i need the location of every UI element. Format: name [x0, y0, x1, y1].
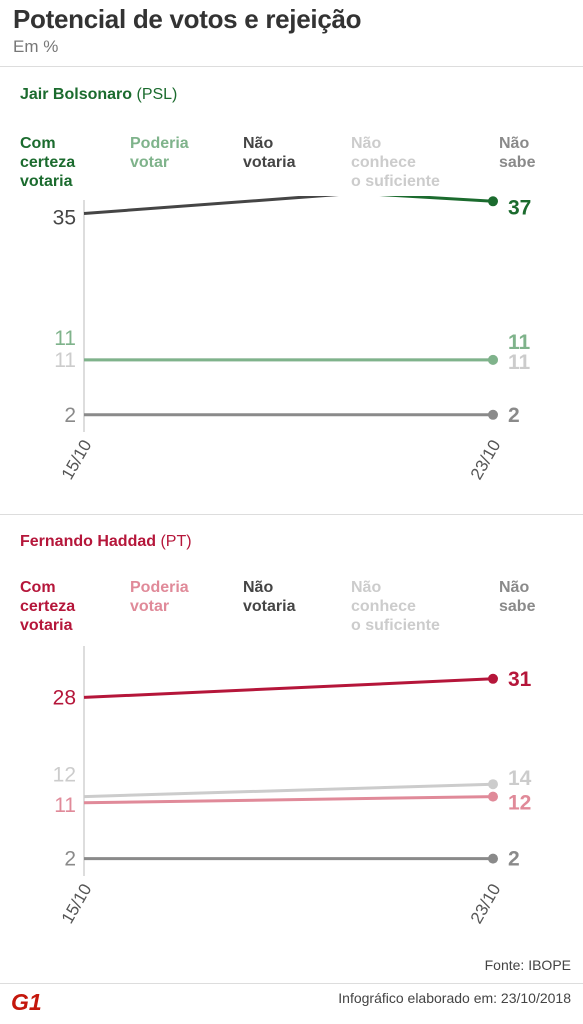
start-value-label-nao_conhece: 11: [54, 349, 76, 372]
legend-poderia-votar: Poderia votar: [130, 579, 189, 615]
g1-logo: G1: [11, 989, 42, 1014]
series-line-nao_votaria: [83, 196, 339, 215]
end-point-certeza: [488, 196, 498, 207]
end-value-label-nao_conhece: 14: [508, 767, 532, 790]
end-value-label-nao_sabe: 2: [508, 404, 520, 427]
haddad-party: (PT): [160, 533, 192, 550]
header-divider: [0, 66, 583, 67]
source-note: Fonte: IBOPE: [484, 957, 571, 973]
legend-nao-sabe: Não sabe: [499, 135, 536, 171]
haddad-candidate-name: Fernando Haddad: [20, 533, 157, 550]
series-line-certeza: [378, 196, 494, 203]
panel-divider: [0, 514, 583, 515]
legend-nao-conhece: Não conhece o suficiente: [351, 135, 440, 190]
end-point-nao_conhece: [488, 779, 498, 790]
end-value-label-poderia: 12: [508, 792, 531, 815]
legend-nao-votaria: Não votaria: [243, 579, 296, 615]
x-tick-label-end: 23/10: [467, 437, 505, 483]
start-value-label-poderia: 11: [54, 794, 76, 817]
legend-nao-conhece: Não conhece o suficiente: [351, 579, 440, 634]
end-point-certeza: [488, 673, 498, 684]
end-value-label-certeza: 31: [508, 668, 532, 691]
x-tick-label-start: 15/10: [58, 437, 96, 483]
start-value-label-poderia: 11: [54, 327, 76, 350]
x-tick-label-end: 23/10: [467, 881, 505, 927]
end-point-nao_sabe: [488, 409, 498, 420]
end-point-nao_sabe: [488, 853, 498, 864]
start-value-label-nao_votaria: 35: [53, 207, 76, 230]
legend-com-certeza-votaria: Com certeza votaria: [20, 579, 76, 634]
end-value-label-nao_conhece: 11: [508, 351, 531, 374]
g1-logo-text: G1: [11, 989, 42, 1014]
start-value-label-nao_conhece: 12: [53, 764, 76, 787]
series-line-certeza: [83, 677, 494, 699]
page-title: Potencial de votos e rejeição: [13, 4, 362, 34]
start-value-label-nao_sabe: 2: [64, 404, 76, 427]
start-value-label-certeza: 28: [53, 686, 76, 709]
infographic-credit: Infográfico elaborado em: 23/10/2018: [338, 990, 571, 1006]
legend-nao-sabe: Não sabe: [499, 579, 536, 615]
end-value-label-certeza: 37: [508, 196, 531, 219]
bolsonaro-candidate-label: Jair Bolsonaro (PSL): [20, 86, 177, 104]
start-value-label-nao_sabe: 2: [64, 848, 76, 871]
legend-com-certeza-votaria: Com certeza votaria: [20, 135, 76, 190]
haddad-legend: Com certeza votaria Poderia votar Não vo…: [0, 578, 583, 648]
x-tick-label-start: 15/10: [58, 881, 96, 927]
series-line-poderia: [83, 795, 494, 805]
end-point-poderia: [488, 791, 498, 802]
legend-poderia-votar: Poderia votar: [130, 135, 189, 171]
series-line-nao_conhece: [83, 782, 494, 799]
footer-divider: [0, 983, 583, 984]
bolsonaro-legend: Com certeza votaria Poderia votar Não vo…: [0, 134, 583, 204]
bolsonaro-candidate-name: Jair Bolsonaro: [20, 86, 133, 103]
page-subtitle: Em %: [13, 37, 59, 56]
bolsonaro-party: (PSL): [136, 86, 178, 103]
end-point-poderia: [488, 354, 498, 365]
end-value-label-poderia: 11: [508, 331, 531, 354]
end-value-label-nao_sabe: 2: [508, 848, 520, 871]
haddad-candidate-label: Fernando Haddad (PT): [20, 533, 192, 551]
legend-nao-votaria: Não votaria: [243, 135, 296, 171]
